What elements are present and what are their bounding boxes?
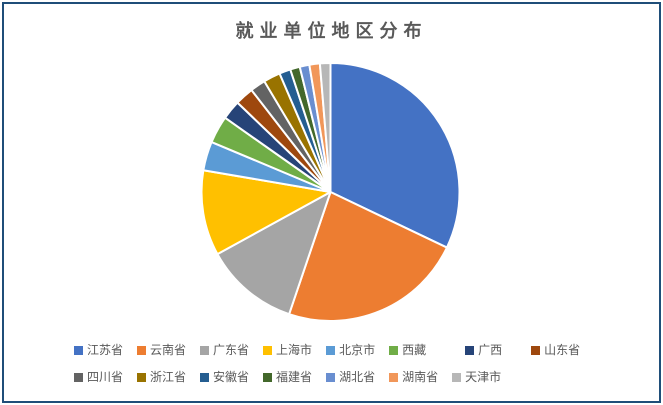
legend-row-1: 江苏省 云南省 广东省 上海市 北京市 西藏 广西 山东省 [74, 342, 594, 358]
legend-item[interactable]: 西藏 [389, 342, 426, 358]
legend-item[interactable]: 湖北省 [326, 369, 375, 385]
legend-row-2: 四川省 浙江省 安徽省 福建省 湖北省 湖南省 天津市 [74, 369, 594, 385]
legend-label: 江苏省 [87, 343, 124, 357]
legend-item[interactable]: 安徽省 [200, 369, 249, 385]
pie-slice[interactable] [288, 191, 448, 322]
legend-swatch-icon [389, 372, 399, 382]
legend-swatch-icon [200, 372, 210, 382]
legend-swatch-icon [74, 372, 83, 382]
pie-slice[interactable] [216, 191, 332, 316]
legend-swatch-icon [74, 345, 83, 355]
legend-swatch-icon [200, 345, 210, 355]
legend-label: 安徽省 [213, 370, 250, 384]
legend-item[interactable]: 江苏省 [74, 342, 123, 358]
pie-slice[interactable] [329, 62, 461, 249]
legend-label: 福建省 [276, 370, 313, 384]
legend-label: 西藏 [402, 343, 427, 357]
legend-item[interactable]: 天津市 [452, 369, 501, 385]
legend-label: 广西 [478, 343, 503, 357]
legend-label: 云南省 [150, 343, 187, 357]
legend-swatch-icon [531, 345, 541, 355]
legend-swatch-icon [389, 345, 399, 355]
legend-item[interactable]: 北京市 [326, 342, 375, 358]
legend-label: 广东省 [213, 343, 250, 357]
legend-label: 湖北省 [339, 370, 376, 384]
legend-swatch-icon [263, 345, 273, 355]
chart-legend: 江苏省 云南省 广东省 上海市 北京市 西藏 广西 山东省 四川省 浙江省 安徽省 福建省 湖北省 湖南… [74, 342, 594, 396]
legend-swatch-icon [263, 372, 273, 382]
legend-item[interactable]: 四川省 [74, 369, 123, 385]
pie-slice[interactable] [200, 169, 332, 256]
legend-label: 湖南省 [402, 370, 439, 384]
legend-label: 山东省 [544, 343, 581, 357]
legend-item[interactable]: 浙江省 [137, 369, 186, 385]
legend-label: 上海市 [276, 343, 313, 357]
chart-title: 就业单位地区分布 [235, 21, 428, 42]
legend-swatch-icon [137, 372, 147, 382]
legend-swatch-icon [326, 372, 336, 382]
legend-item[interactable]: 云南省 [137, 342, 186, 358]
legend-item[interactable]: 广西 [465, 342, 502, 358]
legend-label: 浙江省 [150, 370, 187, 384]
legend-item[interactable]: 广东省 [200, 342, 249, 358]
legend-label: 四川省 [87, 370, 124, 384]
legend-item[interactable]: 山东省 [531, 342, 580, 358]
legend-label: 天津市 [465, 370, 502, 384]
legend-item[interactable]: 湖南省 [389, 369, 438, 385]
legend-swatch-icon [452, 372, 462, 382]
legend-label: 北京市 [339, 343, 376, 357]
legend-item[interactable]: 福建省 [263, 369, 312, 385]
legend-swatch-icon [465, 345, 475, 355]
legend-swatch-icon [137, 345, 147, 355]
pie-slice[interactable] [318, 62, 332, 193]
legend-swatch-icon [326, 345, 336, 355]
legend-item[interactable]: 上海市 [263, 342, 312, 358]
